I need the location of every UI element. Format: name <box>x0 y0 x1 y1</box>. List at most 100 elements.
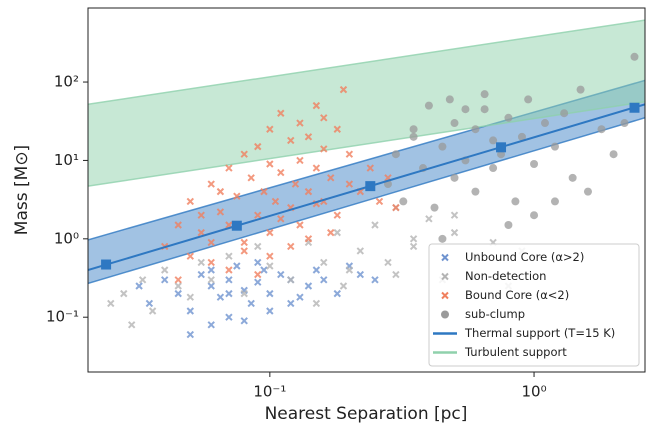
point <box>186 293 195 301</box>
point <box>266 228 274 237</box>
point <box>107 299 115 308</box>
point <box>207 180 215 188</box>
point <box>266 307 274 315</box>
point <box>197 211 205 219</box>
legend-label: Bound Core (α<2) <box>465 288 569 302</box>
point <box>480 90 489 99</box>
point <box>247 174 255 182</box>
point <box>240 150 248 158</box>
point <box>296 119 304 127</box>
point <box>254 142 262 151</box>
band-edge <box>88 101 645 187</box>
point <box>424 101 433 110</box>
y-tick-label: 10⁻¹ <box>46 308 79 326</box>
point <box>174 289 182 298</box>
y-tick-label: 10⁰ <box>54 229 79 247</box>
point <box>120 289 128 298</box>
point <box>345 180 354 188</box>
point <box>312 299 321 308</box>
point <box>145 299 154 308</box>
line-marker <box>231 220 242 231</box>
point <box>609 150 618 159</box>
point <box>216 187 225 196</box>
point <box>450 119 459 128</box>
point <box>489 164 498 173</box>
point <box>247 299 255 308</box>
point <box>409 242 418 251</box>
point <box>254 242 262 251</box>
point <box>233 262 241 270</box>
band-edge <box>88 19 645 106</box>
legend-label: Thermal support (T=15 K) <box>464 326 615 340</box>
point <box>450 211 459 219</box>
point <box>266 160 274 168</box>
point <box>356 270 365 279</box>
point <box>530 160 539 169</box>
point <box>384 258 392 267</box>
point <box>312 164 321 172</box>
point <box>225 313 233 321</box>
x-axis-label: Nearest Separation [pc] <box>265 404 468 424</box>
point <box>304 133 313 141</box>
point <box>277 168 285 177</box>
line-marker <box>101 259 112 270</box>
y-tick-label: 10² <box>54 73 79 91</box>
point <box>583 187 592 196</box>
legend-box <box>428 243 640 367</box>
point <box>333 211 341 219</box>
legend: Unbound Core (α>2) Non-detection Bound Cor… <box>428 243 640 367</box>
point <box>266 125 274 133</box>
point <box>504 113 513 122</box>
point <box>630 52 639 61</box>
point <box>371 221 379 229</box>
point <box>207 282 215 290</box>
line-marker <box>365 181 376 192</box>
legend-marker <box>441 310 449 319</box>
point <box>277 270 285 279</box>
point <box>240 317 248 325</box>
point <box>461 105 470 114</box>
point <box>186 197 195 206</box>
point <box>233 192 241 200</box>
point <box>438 234 447 243</box>
point <box>240 247 248 255</box>
point <box>186 330 195 339</box>
point <box>197 258 205 267</box>
point <box>524 95 533 104</box>
point <box>174 282 182 290</box>
point <box>254 211 262 219</box>
point <box>260 187 268 196</box>
line-marker <box>496 142 507 153</box>
point <box>266 252 274 260</box>
point <box>225 252 233 260</box>
point <box>480 105 489 114</box>
point <box>375 197 384 206</box>
point <box>327 228 335 237</box>
point <box>197 228 205 237</box>
point <box>425 215 433 223</box>
point <box>409 132 418 141</box>
point <box>489 136 498 145</box>
point <box>568 173 577 182</box>
point <box>339 85 348 94</box>
point <box>366 164 375 172</box>
x-tick-label: 10⁻¹ <box>253 383 286 401</box>
point <box>371 276 379 284</box>
point <box>540 119 549 128</box>
point <box>409 125 418 134</box>
point <box>160 276 169 284</box>
legend-marker <box>441 291 449 300</box>
point <box>392 270 400 279</box>
legend-marker <box>441 253 449 262</box>
point <box>197 270 205 279</box>
point <box>304 187 313 196</box>
point <box>254 278 262 286</box>
point <box>320 258 328 267</box>
point <box>576 85 585 94</box>
point <box>430 203 439 212</box>
point <box>225 266 233 274</box>
point <box>225 289 233 298</box>
point <box>530 211 539 220</box>
point <box>304 282 313 290</box>
point <box>597 125 606 134</box>
